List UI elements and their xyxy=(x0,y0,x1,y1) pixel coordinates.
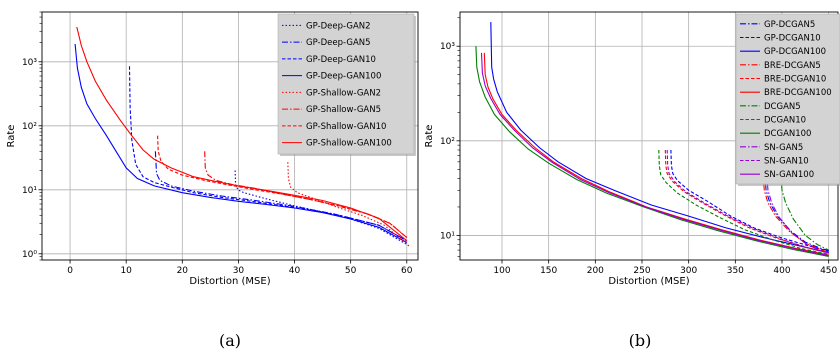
legend-label-gp-deep-gan5: GP-Deep-GAN5 xyxy=(306,38,371,48)
y-tick-label: 10² xyxy=(440,137,455,147)
axes-frame xyxy=(41,11,419,261)
series-line-sn-gan100 xyxy=(480,52,829,257)
x-tick-label: 100 xyxy=(493,266,510,276)
panel-a: 0 10 20 30 40 50 60 10⁰ 10¹ 10² 10³ Distortion (MSE… xyxy=(6,11,419,287)
legend-label-gp-deep-gan10: GP-Deep-GAN10 xyxy=(306,55,376,65)
x-tick-label: 200 xyxy=(587,266,604,276)
legend-label-gp-shallow-gan10: GP-Shallow-GAN10 xyxy=(306,122,386,132)
legend-label-gp-deep-gan2: GP-Deep-GAN2 xyxy=(306,21,371,31)
y-tick-label: 10¹ xyxy=(440,231,455,241)
series-line-gp-deep-gan2 xyxy=(234,170,408,245)
y-axis-label: Rate xyxy=(6,125,17,148)
series-line-gp-dcgan5 xyxy=(763,149,829,252)
y-axis-label: Rate xyxy=(424,125,435,148)
legend-label-bre-dcgan10: BRE-DCGAN10 xyxy=(764,75,826,85)
series-line-dcgan10 xyxy=(658,149,829,255)
legend-label-sn-gan100: SN-GAN100 xyxy=(764,170,814,180)
series-line-gp-shallow-gan10 xyxy=(157,135,408,238)
series-line-gp-deep-gan100 xyxy=(74,43,408,243)
series-line-gp-deep-gan5 xyxy=(154,151,408,242)
x-tick-label: 300 xyxy=(680,266,697,276)
x-tick-label: 30 xyxy=(233,266,245,276)
x-tick-label: 50 xyxy=(345,266,357,276)
x-tick-label: 10 xyxy=(120,266,132,276)
caption-b: (b) xyxy=(629,331,652,350)
x-tick-label: 20 xyxy=(177,266,189,276)
x-axis-label: Distortion (MSE) xyxy=(608,276,689,287)
legend-box xyxy=(277,13,415,155)
series-line-gp-shallow-gan100 xyxy=(76,26,408,242)
legend-label-dcgan100: DCGAN100 xyxy=(764,129,811,139)
x-tick-label: 150 xyxy=(540,266,557,276)
y-tick-label: 10¹ xyxy=(22,186,37,196)
panel-b: 100 150 200 250 300 350 400 450 10¹ 10² 10³ Distort… xyxy=(424,11,840,287)
legend-label-gp-shallow-gan5: GP-Shallow-GAN5 xyxy=(306,105,381,115)
series-line-gp-shallow-gan5 xyxy=(204,151,408,238)
series-line-sn-gan5 xyxy=(765,149,829,254)
x-tick-label: 0 xyxy=(67,266,73,276)
x-tick-label: 40 xyxy=(289,266,301,276)
legend-label-gp-deep-gan100: GP-Deep-GAN100 xyxy=(306,72,381,82)
legend-label-gp-shallow-gan2: GP-Shallow-GAN2 xyxy=(306,88,381,98)
x-tick-label: 450 xyxy=(820,266,837,276)
legend-label-dcgan5: DCGAN5 xyxy=(764,102,801,112)
series-line-gp-dcgan100 xyxy=(490,22,829,254)
legend-label-gp-shallow-gan100: GP-Shallow-GAN100 xyxy=(306,139,392,149)
caption-a: (a) xyxy=(219,331,241,350)
legend-label-sn-gan10: SN-GAN10 xyxy=(764,157,809,167)
legend-label-dcgan10: DCGAN10 xyxy=(764,116,806,126)
legend-label-bre-dcgan5: BRE-DCGAN5 xyxy=(764,61,821,71)
y-tick-label: 10⁰ xyxy=(22,250,37,260)
series-line-bre-dcgan5 xyxy=(761,149,829,254)
series-line-dcgan100 xyxy=(475,46,829,257)
y-tick-label: 10³ xyxy=(22,58,37,68)
legend-label-gp-dcgan10: GP-DCGAN10 xyxy=(764,34,821,44)
legend-box xyxy=(735,13,840,185)
x-tick-label: 350 xyxy=(727,266,744,276)
x-tick-label: 250 xyxy=(633,266,650,276)
legend-label-gp-dcgan100: GP-DCGAN100 xyxy=(764,47,826,57)
y-tick-label: 10³ xyxy=(440,42,455,52)
series-line-bre-dcgan100 xyxy=(483,52,829,256)
legend-label-sn-gan5: SN-GAN5 xyxy=(764,143,803,153)
legend-label-bre-dcgan100: BRE-DCGAN100 xyxy=(764,88,832,98)
y-tick-label: 10² xyxy=(22,122,37,132)
x-axis-label: Distortion (MSE) xyxy=(189,276,270,287)
series-line-gp-deep-gan10 xyxy=(128,66,408,242)
x-tick-label: 400 xyxy=(773,266,790,276)
series-line-gp-dcgan10 xyxy=(670,149,829,252)
legend-label-gp-dcgan5: GP-DCGAN5 xyxy=(764,20,815,30)
x-tick-label: 60 xyxy=(401,266,413,276)
